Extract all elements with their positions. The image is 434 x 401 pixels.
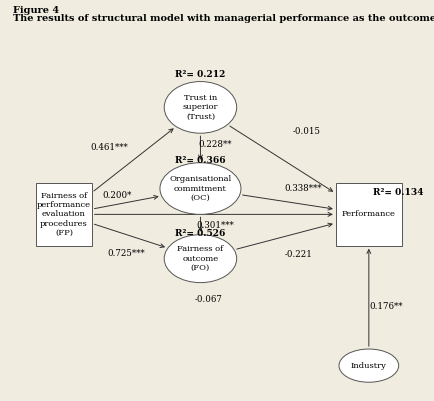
Text: 0.200*: 0.200* (102, 191, 132, 200)
Ellipse shape (160, 163, 240, 215)
Text: 0.461***: 0.461*** (90, 144, 127, 152)
Text: Figure 4: Figure 4 (13, 6, 59, 15)
Text: R²= 0.366: R²= 0.366 (175, 156, 225, 165)
Text: The results of structural model with managerial performance as the outcome varia: The results of structural model with man… (13, 14, 434, 23)
Text: Fairness of
outcome
(FO): Fairness of outcome (FO) (177, 245, 223, 272)
Ellipse shape (164, 81, 236, 133)
Ellipse shape (338, 349, 398, 382)
Text: Trust in
superior
(Trust): Trust in superior (Trust) (182, 94, 218, 121)
Text: R²= 0.526: R²= 0.526 (175, 229, 225, 239)
Text: -0.221: -0.221 (284, 251, 312, 259)
Text: 0.176**: 0.176** (368, 302, 402, 311)
Text: Industry: Industry (350, 362, 386, 370)
Text: -0.067: -0.067 (194, 295, 222, 304)
Text: R²= 0.212: R²= 0.212 (175, 70, 225, 79)
Text: 0.228**: 0.228** (198, 140, 232, 149)
Text: 0.338***: 0.338*** (283, 184, 321, 193)
Text: Performance: Performance (341, 211, 395, 219)
Text: 0.301***: 0.301*** (196, 221, 233, 230)
FancyBboxPatch shape (335, 183, 401, 246)
Ellipse shape (164, 235, 236, 283)
FancyBboxPatch shape (36, 183, 92, 246)
Text: Organisational
commitment
(OC): Organisational commitment (OC) (169, 175, 231, 202)
Text: -0.015: -0.015 (293, 127, 320, 136)
Text: Fairness of
performance
evaluation
procedures
(FP): Fairness of performance evaluation proce… (37, 192, 91, 237)
Text: 0.725***: 0.725*** (107, 249, 145, 257)
Text: R²= 0.134: R²= 0.134 (372, 188, 423, 197)
